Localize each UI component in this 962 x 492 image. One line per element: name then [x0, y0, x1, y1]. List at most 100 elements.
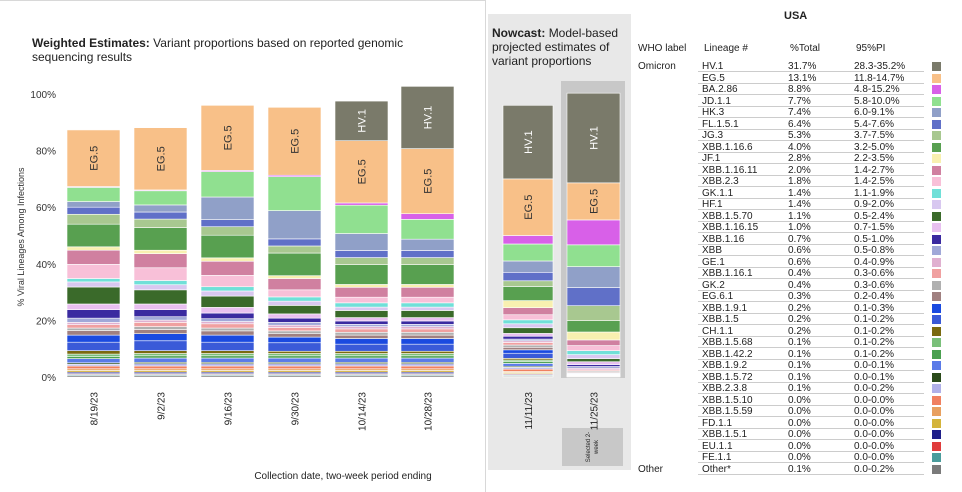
bar-segment-xbb-1-9-1	[267, 336, 322, 344]
bar-segment-fl-1-5-1	[400, 250, 455, 258]
row-divider	[698, 117, 924, 118]
bar-segment-jf-1	[267, 275, 322, 279]
selected-week-indicator[interactable]: Selected 2-week	[562, 428, 623, 466]
bar-segment-xbb-1-5	[502, 352, 554, 359]
bar-segment-xbb-1-16-11	[400, 286, 455, 298]
bar-segment-jd-1-1	[566, 244, 621, 267]
row-divider	[698, 381, 924, 383]
cell-95pi: 0.2-0.4%	[854, 291, 895, 302]
bar-segment-xbb-1-5-68	[66, 353, 121, 357]
x-tick-label: 11/25/23	[590, 392, 601, 431]
bar-segment-gk-1-1	[334, 302, 389, 308]
bar-segment-xbb-1-5-70	[200, 295, 255, 308]
bar-segment-jd-1-1	[334, 204, 389, 234]
bar-segment-hf-1	[334, 306, 389, 311]
bar-segment-hk-3	[66, 201, 121, 208]
bar-segment-gk-1-1	[400, 302, 455, 308]
bar-segment-eg-6-1	[400, 334, 455, 339]
x-tick-label: 9/16/23	[224, 392, 235, 426]
table-row: XBB.1.5.59 0.0% 0.0-0.0%	[634, 406, 962, 417]
bar-segment-eg-5	[267, 107, 322, 176]
bar-segment-gk-2	[66, 327, 121, 331]
color-swatch	[932, 85, 941, 94]
bar-segment-xbb-1-16-1	[66, 324, 121, 329]
cell-pct-total: 1.4%	[788, 187, 811, 199]
bar-segment-gk-1-1	[267, 296, 322, 302]
color-swatch	[932, 223, 941, 232]
color-swatch	[932, 315, 941, 324]
table-row: GK.2 0.4% 0.3-0.6%	[634, 280, 962, 291]
cell-lineage: XBB.1.16.6	[702, 141, 753, 153]
color-swatch	[932, 234, 941, 244]
bar-segment-hf-1	[566, 354, 621, 359]
color-swatch	[932, 73, 941, 83]
bar-segment-eg-5	[502, 178, 554, 236]
nowcast-title: Nowcast: Model-based projected estimates…	[492, 26, 630, 68]
header-95pi: 95%PI	[856, 43, 886, 54]
cell-95pi: 1.4-2.7%	[854, 164, 895, 176]
bar-segment-xbb-1-16-1	[334, 328, 389, 333]
bar-label-eg-5: EG.5	[357, 159, 369, 184]
bar-segment-ge-1	[267, 324, 322, 328]
row-divider	[698, 82, 924, 84]
cell-pct-total: 0.4%	[788, 279, 811, 291]
weighted-estimates-panel	[0, 0, 486, 492]
bar-segment-xbb-1-16-15	[502, 333, 554, 337]
bar-segment-xbb-1-16-1	[267, 327, 322, 332]
bar-segment-xbb-1-16-1	[400, 328, 455, 333]
color-swatch	[932, 361, 941, 370]
cell-pct-total: 0.1%	[788, 371, 811, 383]
color-swatch	[932, 303, 941, 313]
cell-pct-total: 0.0%	[788, 429, 811, 440]
cell-pct-total: 0.0%	[788, 452, 811, 463]
bar-segment-xbb	[400, 324, 455, 327]
bar-segment-ge-1	[133, 319, 188, 323]
table-row: FD.1.1 0.0% 0.0-0.0%	[634, 418, 962, 429]
bar-segment-hf-1	[502, 323, 554, 329]
color-swatch	[932, 326, 941, 336]
cell-lineage: XBB.1.9.2	[702, 360, 748, 371]
row-divider	[698, 370, 924, 371]
cell-pct-total: 5.3%	[788, 130, 811, 141]
x-tick-label: 9/30/23	[291, 392, 302, 426]
bar-segment-xbb-1-16-6	[400, 264, 455, 285]
cell-95pi: 0.0-0.0%	[854, 452, 895, 463]
bar-segment-xbb-1-5-68	[267, 353, 322, 357]
bar-segment-xbb-1-16-15	[66, 303, 121, 310]
bar-segment-fl-1-5-1	[502, 271, 554, 282]
bar-label-eg-5: EG.5	[589, 189, 601, 214]
bar-segment-hk-3	[133, 204, 188, 213]
cell-95pi: 0.0-0.1%	[854, 371, 895, 383]
table-row: XBB.2.3 1.8% 1.4-2.5%	[634, 176, 962, 187]
table-row: XBB.1.5.68 0.1% 0.1-0.2%	[634, 337, 962, 348]
table-row: EG.5 13.1% 11.8-14.7%	[634, 73, 962, 84]
bar-segment-jg-3	[566, 305, 621, 321]
y-axis-label: % Viral Lineages Among Infections	[16, 167, 26, 306]
bar-segment-xbb-1-5-10	[66, 365, 121, 370]
bar-segment-gk-1-1	[502, 319, 554, 325]
bar-segment-xbb-1-5-70	[133, 289, 188, 305]
cell-lineage: XBB.1.16	[702, 233, 745, 245]
table-row: XBB.1.16.15 1.0% 0.7-1.5%	[634, 222, 962, 233]
cell-pct-total: 0.1%	[788, 337, 811, 348]
x-axis-label: Collection date, two-week period ending	[254, 471, 431, 482]
bar-segment-eg-5	[133, 127, 188, 191]
bar-segment-xbb-2-3	[334, 296, 389, 304]
table-row: HK.3 7.4% 6.0-9.1%	[634, 107, 962, 118]
color-swatch	[932, 338, 941, 347]
color-swatch	[932, 62, 941, 71]
color-swatch	[932, 131, 941, 140]
table-row: FE.1.1 0.0% 0.0-0.0%	[634, 452, 962, 463]
bar-segment-xbb-1-5-70	[267, 305, 322, 315]
cell-95pi: 0.0-0.0%	[854, 406, 895, 417]
bar-segment-xbb-1-16-11	[66, 249, 121, 265]
cell-95pi: 4.8-15.2%	[854, 84, 900, 95]
cell-pct-total: 0.7%	[788, 233, 811, 245]
lineage-table: USA WHO label Lineage # %Total 95%PI Omi…	[634, 0, 962, 492]
bar-segment-gk-2	[400, 331, 455, 336]
bar-segment-xbb-1-16-11	[502, 307, 554, 316]
bar-segment-xbb-1-16-15	[200, 307, 255, 314]
row-divider	[698, 416, 924, 417]
bar-segment-xbb-1-5-10	[133, 365, 188, 370]
table-row: XBB.1.5.1 0.0% 0.0-0.0%	[634, 429, 962, 440]
